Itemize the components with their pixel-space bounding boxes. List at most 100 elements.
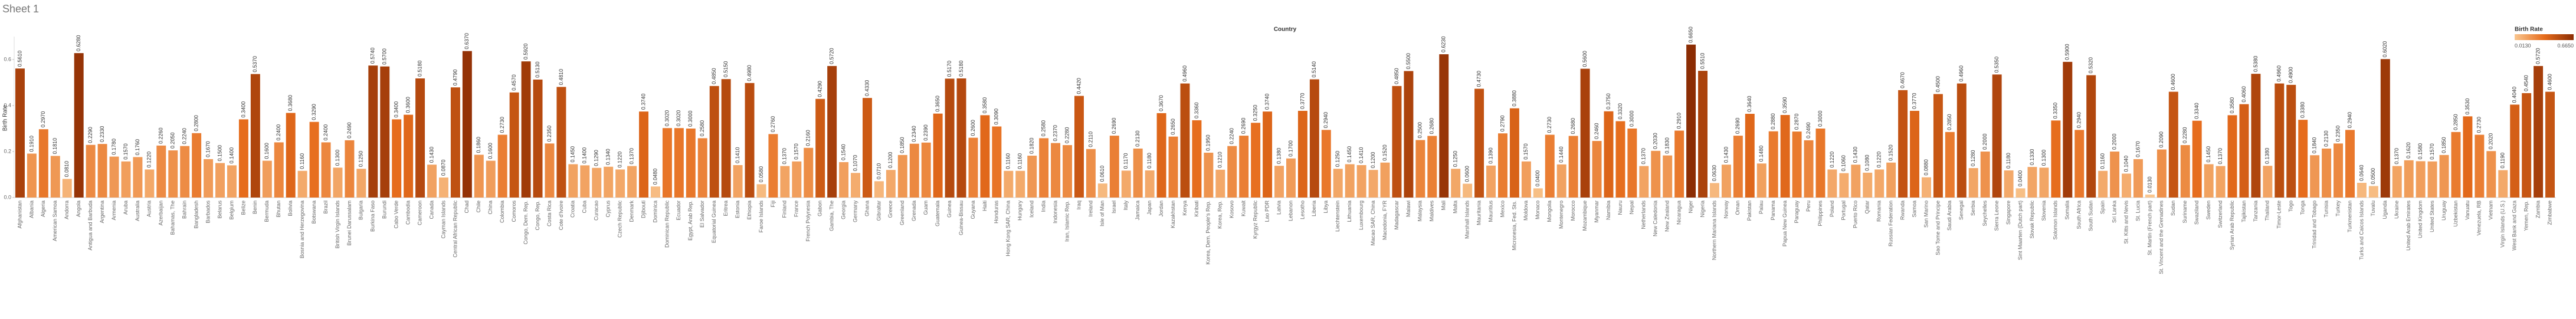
- data-label: 0.1600: [487, 143, 493, 159]
- data-label: 0.6650: [1687, 27, 1693, 43]
- bar: [1663, 155, 1673, 198]
- data-label: 0.2850: [1946, 114, 1952, 130]
- x-tick-label: Czech Republic: [617, 200, 623, 238]
- chart-title: Sheet 1: [2, 3, 39, 15]
- bar: [592, 167, 602, 198]
- bar: [921, 142, 931, 198]
- x-tick-label: Northern Mariana Islands: [1711, 200, 1717, 261]
- bar: [1109, 136, 1119, 198]
- x-tick-label: Algeria: [40, 200, 46, 217]
- bar: [2180, 145, 2190, 198]
- x-tick-label: St. Kitts and Nevis: [2123, 200, 2129, 244]
- data-label: 0.1450: [570, 146, 576, 163]
- bar: [204, 159, 214, 198]
- x-tick-label: Belgium: [228, 200, 234, 220]
- x-tick-label: Kazakhstan: [1170, 200, 1176, 228]
- bar: [1756, 163, 1767, 198]
- x-tick-label: Gambia, The: [829, 200, 835, 231]
- data-label: 0.2000: [2111, 133, 2117, 150]
- x-tick-label: Ukraine: [2394, 200, 2400, 219]
- bar: [1145, 170, 1155, 198]
- bar: [309, 121, 319, 198]
- data-label: 0.2400: [323, 124, 329, 141]
- x-tick-label: Aruba: [123, 200, 129, 215]
- x-tick-label: Senegal: [1958, 200, 1964, 220]
- data-label: 0.1620: [2405, 142, 2411, 159]
- bar: [438, 177, 448, 198]
- bar: [1556, 164, 1566, 198]
- bar: [980, 115, 990, 198]
- data-label: 0.4850: [1394, 68, 1400, 84]
- bar: [1980, 152, 1990, 198]
- x-tick-label: Chad: [464, 200, 470, 213]
- x-tick-label: Bermuda: [264, 200, 270, 222]
- data-label: 0.1250: [1453, 151, 1459, 167]
- data-label: 0.0400: [2017, 170, 2023, 187]
- bar: [1733, 136, 1743, 198]
- data-label: 0.2090: [2158, 131, 2164, 148]
- data-label: 0.1370: [1641, 148, 1647, 165]
- bar: [521, 61, 531, 198]
- bar: [2122, 173, 2132, 198]
- bar: [839, 162, 849, 198]
- x-tick-label: Maldives: [1429, 200, 1435, 222]
- data-label: 0.1250: [1335, 151, 1341, 167]
- bar: [156, 145, 166, 198]
- bar: [427, 165, 437, 198]
- bar: [1627, 129, 1637, 198]
- data-label: 0.1380: [1276, 148, 1282, 165]
- x-tick-label: Saudi Arabia: [1946, 200, 1952, 231]
- data-label: 0.1580: [2417, 143, 2423, 160]
- data-label: 0.1570: [2429, 143, 2435, 160]
- x-tick-label: Greenland: [899, 200, 905, 225]
- data-label: 0.2880: [1770, 113, 1776, 130]
- data-label: 0.2940: [2346, 112, 2352, 129]
- bar: [486, 160, 496, 198]
- bar: [886, 170, 896, 198]
- data-label: 0.3650: [935, 96, 940, 112]
- data-label: 0.2460: [1594, 123, 1600, 140]
- data-label: 0.0710: [876, 163, 881, 180]
- bar: [1439, 54, 1449, 198]
- bar: [1015, 170, 1025, 198]
- data-label: 0.2600: [970, 120, 976, 136]
- data-label: 0.2020: [2488, 133, 2494, 150]
- data-label: 0.2280: [2182, 127, 2188, 144]
- y-tick-label: 0.2: [4, 148, 11, 154]
- data-label: 0.1850: [2441, 137, 2447, 153]
- data-label: 0.0130: [2146, 176, 2152, 193]
- x-tick-label: Mauritania: [1476, 200, 1482, 225]
- bar: [1345, 164, 1355, 198]
- data-label: 0.1160: [1017, 153, 1023, 169]
- data-label: 0.1700: [1287, 140, 1293, 157]
- bar: [2039, 167, 2049, 198]
- data-label: 0.5610: [17, 51, 22, 67]
- bar: [509, 92, 519, 198]
- data-label: 0.4290: [817, 81, 823, 97]
- x-tick-label: Congo, Dem. Rep.: [523, 200, 529, 245]
- bar: [2486, 151, 2496, 198]
- data-label: 0.1500: [217, 145, 222, 162]
- data-label: 0.6020: [2382, 41, 2388, 58]
- bar: [992, 126, 1002, 198]
- bar: [580, 165, 590, 198]
- data-label: 0.5720: [829, 48, 835, 64]
- data-label: 0.3340: [2194, 103, 2200, 119]
- data-label: 0.2280: [1064, 127, 1070, 144]
- bar: [1086, 149, 1096, 198]
- x-tick-label: Bangladesh: [194, 200, 199, 229]
- x-tick-label: Kyrgyz Republic: [1253, 200, 1258, 239]
- bar: [2451, 131, 2461, 198]
- bar: [2345, 130, 2355, 198]
- data-label: 0.3680: [287, 95, 293, 111]
- data-label: 0.2690: [1241, 118, 1247, 134]
- data-label: 0.0640: [2358, 165, 2364, 182]
- data-label: 0.2970: [40, 111, 46, 128]
- x-tick-label: Virgin Islands (U.S.): [2500, 200, 2506, 248]
- bar: [380, 66, 390, 198]
- bar: [1121, 170, 1131, 198]
- x-tick-label: Botswana: [311, 200, 317, 224]
- data-label: 0.3000: [687, 110, 693, 127]
- bar: [2498, 170, 2508, 198]
- x-tick-label: Costa Rica: [546, 200, 552, 226]
